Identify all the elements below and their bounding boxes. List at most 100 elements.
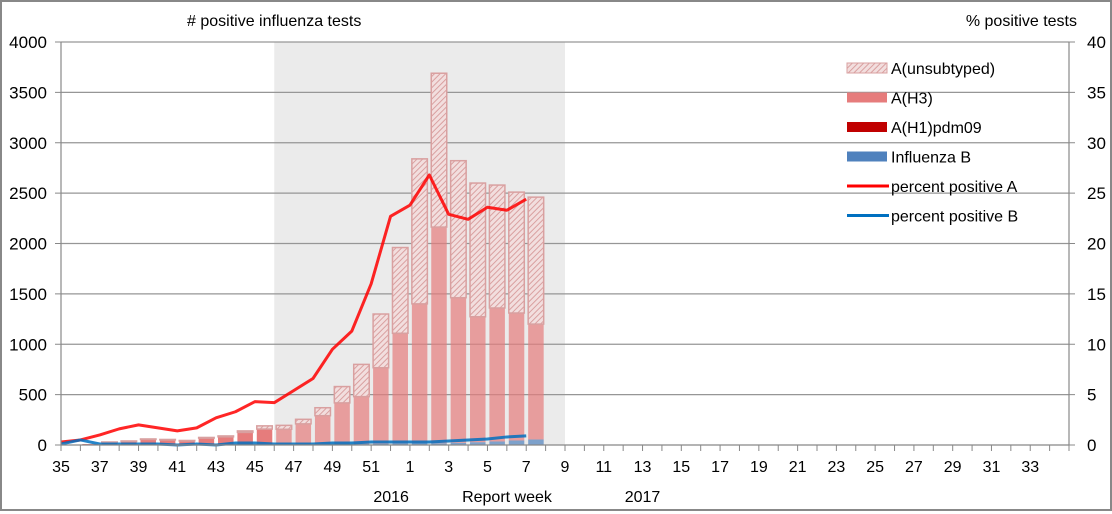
y-tick-label: 4000 [9,33,47,52]
legend-label: percent positive B [891,209,1018,226]
legend-label: percent positive A [891,179,1018,196]
y-tick-label: 0 [38,436,47,455]
bar-a-unsubtyped- [527,196,545,325]
legend-item-percent-positive-a: percent positive A [847,179,1018,196]
x-tick-label: 51 [362,459,380,476]
x-tick-label: 37 [91,459,109,476]
bar-a-unsubtyped- [391,246,409,335]
bar-a-h3- [334,402,350,445]
year-labels: 2016 2017 [373,489,660,506]
x-tick-label: 11 [595,459,612,476]
legend-label: A(H1)pdm09 [891,120,982,137]
year-label: 2016 [373,489,409,506]
legend-item-a-unsubtyped-: A(unsubtyped) [846,61,995,78]
bar-a-unsubtyped- [314,406,332,417]
bar-a-h3- [411,303,428,444]
bar-a-unsubtyped- [139,438,157,441]
x-tick-label: 41 [168,459,186,476]
y2-tick-label: 25 [1087,184,1106,203]
bar-series [62,72,545,446]
bar-a-h3- [82,443,98,445]
x-tick-label: 43 [207,459,225,476]
y2-tick-label: 35 [1087,83,1106,102]
y-tick-label: 1500 [9,285,47,304]
x-tick-label: 17 [711,459,729,476]
bar-a-unsubtyped- [352,363,370,398]
bar-a-h3- [295,423,312,445]
bar-a-h3- [159,439,176,445]
x-tick-label: 9 [561,459,570,476]
bar-a-unsubtyped- [275,424,293,431]
x-tick-label: 39 [130,459,148,476]
line-series [60,173,527,447]
legend-item-percent-positive-b: percent positive B [847,209,1018,226]
legend-swatch [847,122,887,132]
x-tick-label: 25 [866,459,884,476]
bar-a-unsubtyped- [197,436,215,439]
legend-item-a-h1-pdm09: A(H1)pdm09 [847,120,982,137]
bar-influenza-b [528,439,544,445]
x-tick-label: 23 [827,459,845,476]
x-tick-label: 33 [1021,459,1039,476]
bar-influenza-b [489,441,505,445]
bar-a-h3- [276,429,292,445]
x-tick-label: 35 [52,459,70,476]
bar-a-unsubtyped- [120,440,138,443]
y-tick-label: 3000 [9,134,47,153]
legend-label: A(H3) [891,91,933,108]
bar-a-unsubtyped- [236,430,254,434]
x-tick-label: 15 [672,459,690,476]
x-tick-label: 19 [750,459,768,476]
bar-a-h3- [198,438,215,445]
x-tick-label: 45 [246,459,264,476]
axes: 0500100015002000250030003500400005101520… [9,33,1106,476]
bar-a-h3- [528,324,544,440]
legend-swatch [846,62,888,74]
bar-a-h3- [470,316,486,443]
x-tick-label: 13 [634,459,652,476]
right-axis-title: % positive tests [966,13,1077,30]
y2-tick-label: 40 [1087,33,1106,52]
x-tick-label: 3 [444,459,453,476]
bar-a-unsubtyped- [449,159,467,299]
bar-a-unsubtyped- [372,313,390,369]
x-axis-title: Report week [462,489,553,506]
bar-a-unsubtyped- [333,385,351,404]
y-tick-label: 500 [19,386,47,405]
y-tick-label: 2500 [9,184,47,203]
bar-a-h3- [237,432,253,445]
bar-a-h3- [373,367,389,444]
bar-a-h3- [431,227,447,444]
legend-item-influenza-b: Influenza B [847,150,971,167]
x-tick-label: 5 [483,459,492,476]
line-percent-positive-b [60,434,527,447]
y2-tick-label: 30 [1087,134,1106,153]
y2-tick-label: 0 [1087,436,1096,455]
bar-a-h3- [314,415,331,445]
bar-a-h3- [392,333,408,444]
bar-influenza-b [373,443,389,445]
bar-a-unsubtyped- [469,182,487,318]
legend-item-a-h3-: A(H3) [847,91,933,108]
x-tick-label: 27 [905,459,923,476]
gridlines [61,41,1069,396]
bar-a-unsubtyped- [178,439,196,442]
x-tick-label: 31 [983,459,1001,476]
year-label: 2017 [625,489,661,506]
x-tick-label: 1 [405,459,414,476]
y-tick-label: 1000 [9,335,47,354]
line-percent-positive-a [60,173,527,444]
y-tick-label: 2000 [9,235,47,254]
bar-a-h3- [256,429,273,445]
legend-swatch [847,151,887,162]
y2-tick-label: 10 [1087,335,1106,354]
bar-a-h3- [489,307,505,442]
bar-a-h3- [508,313,525,441]
y2-tick-label: 15 [1087,285,1106,304]
bar-a-h3- [179,440,195,445]
bar-influenza-b [508,440,525,445]
bar-a-unsubtyped- [488,184,506,309]
x-tick-label: 47 [285,459,303,476]
